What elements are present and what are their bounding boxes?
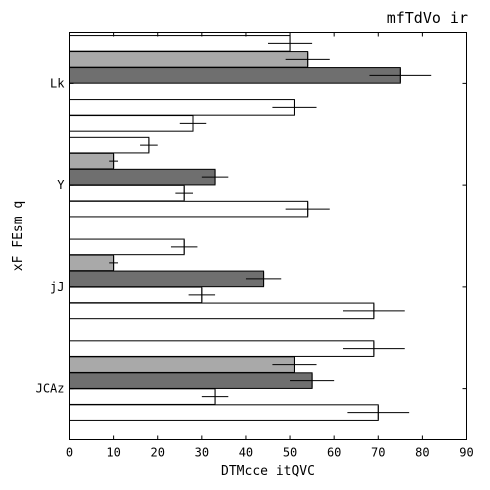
x-tick-label: 70 — [371, 446, 385, 460]
y-axis: Lk YjJ JCAz — [36, 76, 467, 396]
x-tick-label: 20 — [150, 446, 164, 460]
bar — [69, 51, 309, 68]
bar — [69, 35, 291, 52]
bar — [69, 99, 295, 116]
x-tick-label: 30 — [195, 446, 209, 460]
x-tick-label: 60 — [327, 446, 341, 460]
bar — [69, 152, 115, 170]
y-tick-label: Lk — [50, 76, 65, 90]
bar — [69, 136, 150, 154]
bar — [69, 404, 379, 421]
x-tick-label: 80 — [415, 446, 429, 460]
bar — [69, 372, 313, 389]
bar — [69, 356, 295, 373]
error-bars-layer — [109, 36, 432, 420]
x-tick-label: 0 — [66, 446, 73, 460]
y-tick-label: JCAz — [36, 382, 65, 396]
bar — [69, 286, 203, 304]
bar — [69, 200, 309, 218]
y-tick-label: jJ — [50, 280, 64, 294]
bar — [69, 238, 185, 256]
chart-title: mfTdVo ir — [387, 9, 468, 27]
bar — [69, 168, 216, 186]
bar — [69, 270, 265, 288]
plot-frame — [69, 32, 467, 440]
x-axis-label: DTMcce itQVC — [221, 464, 315, 479]
x-tick-label: 40 — [239, 446, 253, 460]
x-tick-label: 10 — [106, 446, 120, 460]
y-tick-label: Y — [57, 178, 65, 192]
x-tick-label: 50 — [283, 446, 297, 460]
bar — [69, 184, 185, 202]
x-tick-label: 90 — [459, 446, 473, 460]
bar — [69, 67, 401, 84]
bar — [69, 302, 375, 320]
bar — [69, 388, 216, 405]
bar — [69, 254, 115, 272]
bar — [69, 340, 375, 357]
x-axis: 0 10 20 30 40 50 60 70 80 90 — [66, 32, 474, 460]
bar — [69, 115, 194, 132]
y-axis-label: xF FEsm q — [11, 201, 26, 271]
